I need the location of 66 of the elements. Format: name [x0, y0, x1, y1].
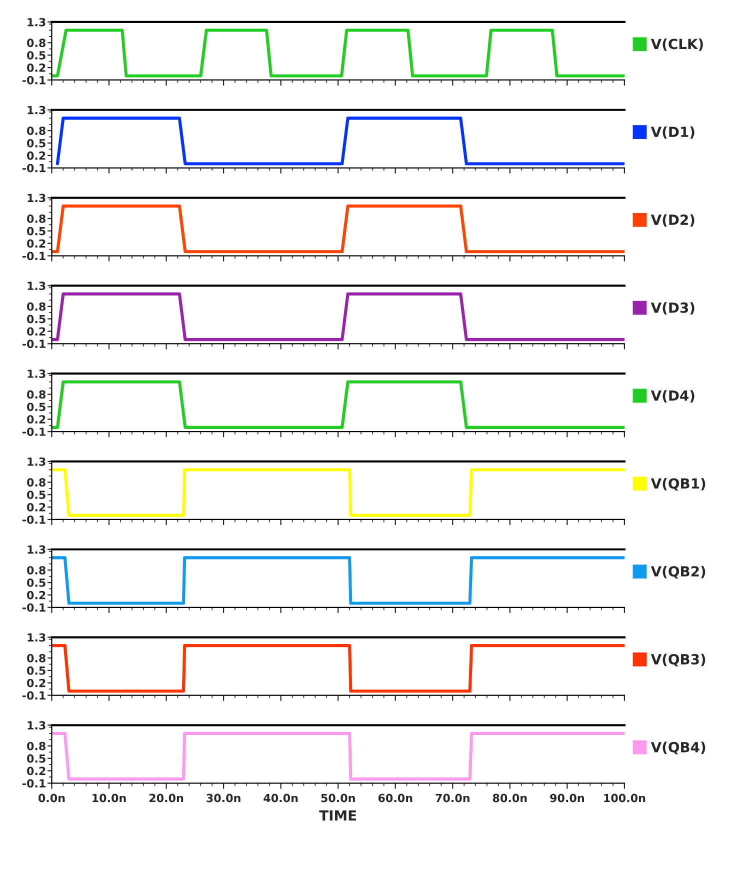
- y-tick-label: 0.8: [27, 654, 46, 662]
- y-tick-label: 1.3: [28, 721, 46, 730]
- y-tick-label: -0.1: [22, 76, 46, 84]
- y-tick-label: 0.5: [27, 139, 46, 148]
- y-tick-label: 1.3: [28, 106, 46, 114]
- y-tick-label: 0.5: [27, 402, 46, 412]
- legend-label: V(D3): [650, 302, 694, 315]
- legend-label: V(CLK): [650, 38, 703, 51]
- legend-label: V(QB4): [650, 742, 706, 754]
- x-axis-title: TIME: [319, 810, 356, 820]
- y-tick-label: 0.8: [27, 566, 46, 574]
- y-tick-label: 1.3: [28, 18, 46, 26]
- y-tick-label: -0.1: [22, 779, 46, 788]
- x-tick-label: 40.0n: [264, 794, 298, 802]
- y-tick-label: 0.2: [27, 327, 46, 336]
- x-tick-label: 90.0n: [550, 794, 584, 802]
- y-tick-label: 1.3: [28, 633, 46, 642]
- y-tick-label: 0.2: [27, 239, 46, 248]
- x-tick-label: 30.0n: [206, 794, 240, 802]
- y-tick-label: 0.2: [27, 415, 46, 424]
- y-tick-label: 1.3: [28, 545, 46, 554]
- y-tick-label: -0.1: [22, 603, 46, 612]
- legend-label: V(QB2): [650, 566, 706, 578]
- y-tick-label: 0.8: [27, 38, 46, 48]
- y-tick-label: -0.1: [22, 340, 46, 348]
- x-tick-label: 10.0n: [92, 794, 126, 802]
- y-tick-label: 0.8: [27, 302, 46, 311]
- y-tick-label: 0.5: [27, 51, 46, 60]
- y-tick-label: 0.5: [27, 490, 46, 500]
- y-tick-label: 0.8: [27, 126, 46, 135]
- y-tick-label: 1.3: [28, 194, 46, 202]
- y-tick-label: 1.3: [28, 282, 46, 290]
- x-tick-label: 50.0n: [321, 794, 355, 802]
- y-tick-label: 0.5: [27, 314, 46, 324]
- x-tick-label: 60.0n: [378, 794, 412, 802]
- y-tick-label: 0.5: [27, 754, 46, 763]
- y-tick-label: -0.1: [22, 691, 46, 700]
- legend-label: V(D4): [650, 390, 694, 402]
- y-tick-label: -0.1: [22, 428, 46, 436]
- x-tick-label: 80.0n: [492, 794, 527, 802]
- y-tick-label: 0.5: [27, 226, 46, 236]
- y-tick-label: -0.1: [22, 164, 46, 172]
- x-tick-label: 70.0n: [436, 794, 470, 802]
- y-tick-label: 0.2: [27, 64, 46, 72]
- y-tick-label: 0.2: [27, 590, 46, 600]
- y-tick-label: 0.5: [27, 578, 46, 587]
- y-tick-label: 0.2: [27, 678, 46, 688]
- legend-label: V(D2): [650, 214, 694, 227]
- y-tick-label: 0.8: [27, 390, 46, 399]
- y-tick-label: -0.1: [22, 515, 46, 524]
- x-tick-label: 20.0n: [149, 794, 184, 802]
- y-tick-label: 0.5: [27, 666, 46, 675]
- y-tick-label: 1.3: [28, 457, 46, 466]
- y-tick-label: 0.2: [27, 503, 46, 512]
- y-tick-label: 0.8: [27, 478, 46, 487]
- y-tick-label: 0.8: [27, 742, 46, 750]
- y-tick-label: 0.2: [27, 766, 46, 776]
- legend-label: V(QB1): [650, 478, 706, 491]
- x-tick-label: 100.0n: [604, 794, 646, 802]
- legend-label: V(QB3): [650, 654, 706, 666]
- y-tick-label: 1.3: [28, 370, 46, 378]
- y-tick-label: -0.1: [22, 252, 46, 260]
- y-tick-label: 0.8: [27, 214, 46, 223]
- x-tick-label: 0.0n: [38, 794, 65, 802]
- y-tick-label: 0.2: [27, 151, 46, 160]
- legend-label: V(D1): [650, 126, 694, 139]
